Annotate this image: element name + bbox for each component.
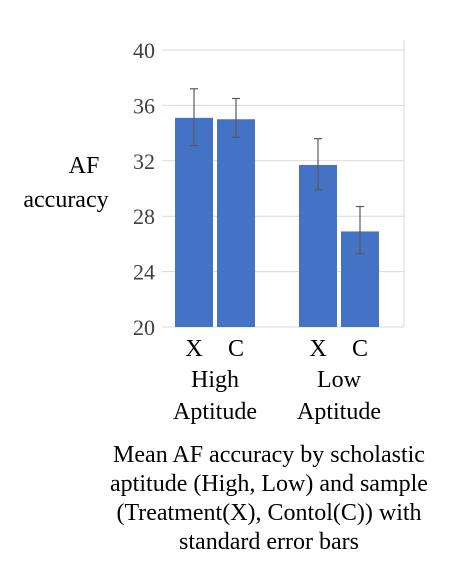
- x-axis-groups: High Aptitude Low Aptitude: [173, 367, 381, 425]
- caption-line: aptitude (High, Low) and sample: [110, 471, 428, 497]
- y-tick-label: 32: [133, 149, 155, 174]
- x-category-label: C: [352, 336, 368, 362]
- x-group-label: Aptitude: [173, 399, 257, 425]
- error-bars: [190, 88, 364, 255]
- y-tick-label: 40: [133, 38, 155, 63]
- y-axis-ticks: 20 24 28 32 36 40: [133, 38, 155, 340]
- caption-line: (Treatment(X), Contol(C)) with: [116, 500, 422, 526]
- y-axis-label-line-2: accuracy: [23, 187, 108, 213]
- x-group-label: Aptitude: [297, 399, 381, 425]
- caption-line: Mean AF accuracy by scholastic: [113, 442, 425, 468]
- y-tick-label: 20: [133, 315, 155, 340]
- y-tick-label: 24: [133, 260, 155, 285]
- bar: [217, 119, 255, 327]
- bar: [299, 164, 337, 327]
- y-axis-label-line-1: AF: [69, 153, 100, 179]
- x-category-label: C: [228, 336, 244, 362]
- x-group-label: High: [191, 367, 239, 393]
- x-category-label: X: [185, 336, 202, 362]
- x-category-label: X: [309, 336, 326, 362]
- y-tick-label: 36: [133, 93, 155, 118]
- caption-line: standard error bars: [179, 529, 359, 555]
- y-tick-label: 28: [133, 204, 155, 229]
- bars: [175, 117, 379, 328]
- figure-caption: Mean AF accuracy by scholastic aptitude …: [70, 441, 468, 557]
- x-group-label: Low: [317, 367, 362, 393]
- bar: [175, 117, 213, 328]
